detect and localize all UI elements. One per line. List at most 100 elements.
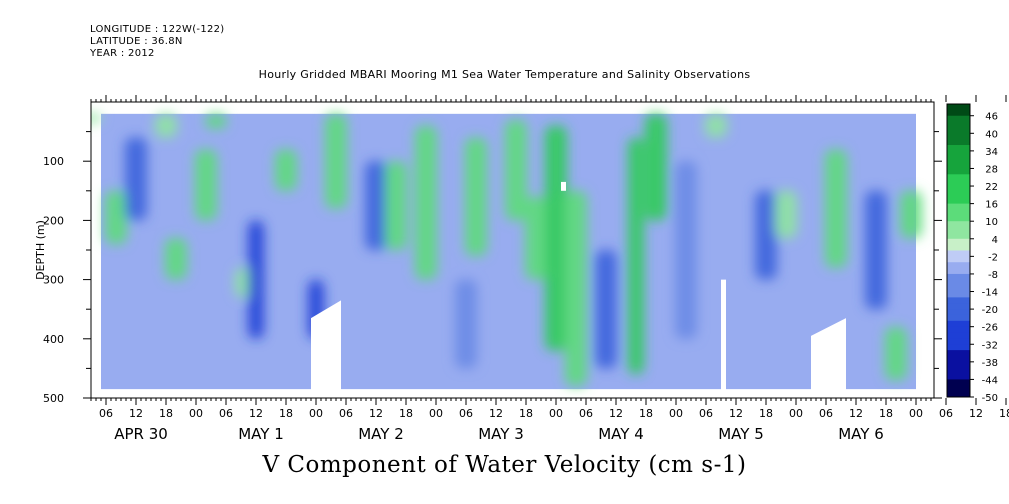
colorbar-swatch [947, 326, 970, 334]
x-tick-label: 00 [789, 407, 803, 420]
colorbar-swatch [947, 391, 970, 398]
y-tick-label: 100 [43, 155, 64, 168]
colorbar-swatch [947, 174, 970, 181]
colorbar-swatch [947, 279, 970, 287]
data-gap [721, 279, 726, 394]
colorbar-label: 34 [985, 147, 998, 158]
velocity-blob [105, 190, 127, 245]
x-tick-label: 06 [819, 407, 833, 420]
colorbar-label: -8 [988, 270, 998, 281]
y-axis-label: DEPTH (m) [34, 220, 47, 280]
velocity-blob [885, 326, 907, 381]
colorbar-swatch [947, 139, 970, 146]
year-label: YEAR : 2012 [90, 48, 155, 59]
colorbar-swatch [947, 350, 970, 357]
colorbar-label: -2 [988, 252, 998, 263]
x-tick-label: 06 [219, 407, 233, 420]
colorbar-swatch [947, 268, 970, 275]
velocity-blob [565, 190, 587, 387]
colorbar-swatch [947, 197, 970, 205]
colorbar-swatch [947, 303, 970, 310]
x-tick-label: 18 [519, 407, 533, 420]
colorbar-swatch [947, 168, 970, 175]
velocity-blob [595, 250, 617, 369]
colorbar-swatch [947, 162, 970, 169]
colorbar-label: 28 [985, 164, 998, 175]
velocity-blob [525, 196, 547, 280]
velocity-blob [465, 137, 487, 256]
x-tick-label: 18 [639, 407, 653, 420]
x-tick-label: 18 [159, 407, 173, 420]
data-gap [811, 318, 846, 394]
colorbar-swatch [947, 203, 970, 210]
colorbar-label: 4 [992, 235, 998, 246]
velocity-blob [415, 125, 437, 280]
colorbar-swatch [947, 250, 970, 257]
velocity-blob [365, 161, 387, 250]
colorbar-swatch [947, 115, 970, 123]
x-tick-label: 12 [729, 407, 743, 420]
velocity-blob [248, 220, 264, 339]
colorbar-swatch [947, 150, 970, 158]
colorbar-label: 10 [985, 217, 998, 228]
colorbar-swatch [947, 332, 970, 339]
x-tick-label: 18 [279, 407, 293, 420]
colorbar-swatch [947, 285, 970, 293]
x-day-label: MAY 1 [238, 425, 284, 443]
colorbar-swatch [947, 221, 970, 228]
colorbar-label: 46 [985, 112, 998, 123]
y-tick-label: 500 [43, 392, 64, 405]
x-tick-label: 12 [849, 407, 863, 420]
colorbar-swatch [947, 232, 970, 240]
velocity-blob [385, 161, 407, 250]
velocity-features [91, 113, 922, 387]
x-tick-label: 00 [549, 407, 563, 420]
x-tick-label: 12 [609, 407, 623, 420]
x-tick-label: 12 [249, 407, 263, 420]
x-tick-label: 06 [939, 407, 953, 420]
velocity-blob [275, 149, 297, 191]
y-tick-label: 200 [43, 214, 64, 227]
colorbar-frame [946, 103, 971, 398]
velocity-blob [645, 113, 667, 221]
velocity-blob [455, 279, 477, 369]
x-tick-label: 18 [399, 407, 413, 420]
colorbar-swatch [947, 379, 970, 386]
velocity-blob [900, 190, 922, 239]
colorbar-swatch [947, 273, 970, 281]
x-tick-label: 00 [429, 407, 443, 420]
colorbar-swatch [947, 367, 970, 375]
colorbar-label: -50 [982, 393, 998, 404]
velocity-blob [505, 119, 527, 221]
x-day-label: MAY 3 [478, 425, 524, 443]
x-tick-label: 06 [99, 407, 113, 420]
longitude-label: LONGITUDE : 122W(-122) [90, 24, 225, 35]
x-day-label: MAY 2 [358, 425, 404, 443]
colorbar-swatch [947, 104, 970, 111]
x-tick-label: 06 [699, 407, 713, 420]
x-tick-label: 06 [579, 407, 593, 420]
colorbar-swatch [947, 262, 970, 269]
colorbar-swatch [947, 320, 970, 328]
colorbar-swatch [947, 145, 970, 152]
colorbar-swatch [947, 191, 970, 199]
colorbar-label: -44 [982, 375, 998, 386]
colorbar-swatch [947, 309, 970, 316]
colorbar-swatch [947, 121, 970, 128]
x-tick-label: 12 [369, 407, 383, 420]
colorbar-swatch [947, 244, 970, 251]
colorbar-swatch [947, 361, 970, 369]
velocity-blob [155, 113, 177, 138]
colorbar-swatch [947, 127, 970, 134]
velocity-blob [675, 161, 697, 339]
colorbar-label: 22 [985, 182, 998, 193]
y-tick-label: 300 [43, 274, 64, 287]
x-tick-label: 12 [969, 407, 983, 420]
colorbar-label: 16 [985, 200, 998, 211]
colorbar-swatch [947, 109, 970, 117]
colorbar-swatch [947, 227, 970, 234]
x-tick-label: 06 [339, 407, 353, 420]
velocity-blob [325, 113, 347, 209]
colorbar-swatch [947, 314, 970, 322]
